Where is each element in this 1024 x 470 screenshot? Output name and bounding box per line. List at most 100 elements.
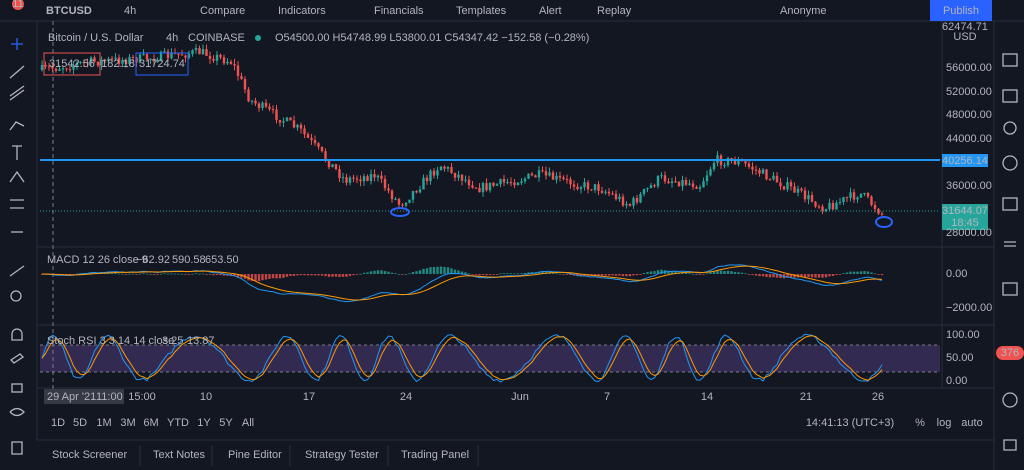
range-button[interactable]: YTD (167, 417, 189, 429)
toolbar-item[interactable]: Alert (539, 5, 562, 17)
toolbar-item[interactable]: Compare (200, 5, 245, 17)
highlight-mark[interactable] (390, 207, 410, 217)
candle-body (663, 175, 667, 182)
buy-price[interactable]: 31724.74 (139, 58, 185, 70)
right-sidebar-icons[interactable] (1002, 53, 1018, 451)
range-button[interactable]: 1M (96, 417, 111, 429)
candle-body (852, 192, 856, 200)
tab[interactable]: Trading Panel (401, 449, 469, 461)
candle-body (516, 182, 520, 186)
macd-histogram (446, 267, 450, 274)
macd-histogram (653, 271, 656, 274)
macd-histogram (646, 272, 649, 274)
candle-body (737, 159, 740, 165)
candle-body (726, 158, 730, 166)
left-tool-icons[interactable] (9, 38, 25, 455)
candle-body (355, 178, 359, 180)
macd-histogram (838, 274, 842, 275)
sell-price[interactable]: 31542.56 (49, 58, 95, 70)
candle-body (527, 173, 530, 179)
tab[interactable]: Text Notes (153, 449, 205, 461)
price-top: 62474.71 (942, 21, 988, 33)
candle-body (103, 59, 107, 62)
range-button[interactable]: 5D (73, 417, 87, 429)
macd-histogram (611, 274, 614, 276)
macd-histogram (359, 273, 362, 275)
candle-body (544, 171, 548, 176)
candle-body (394, 198, 397, 200)
macd-histogram (457, 270, 460, 274)
candle-body (562, 177, 565, 180)
macd-histogram (607, 274, 611, 276)
currency: USD (953, 31, 976, 43)
macd-histogram (803, 274, 807, 278)
macd-histogram (478, 274, 481, 276)
macd-histogram (751, 274, 754, 275)
macd-histogram (485, 274, 488, 276)
candle-body (222, 57, 226, 64)
toolbar-item[interactable]: Financials (374, 5, 424, 17)
candle-body (194, 48, 198, 51)
tab[interactable]: Stock Screener (52, 449, 128, 461)
publish-button[interactable] (930, 0, 992, 21)
macd-histogram (180, 273, 184, 275)
clock: 14:41:13 (UTC+3) (806, 417, 894, 429)
candle-body (184, 55, 187, 58)
macd-histogram (254, 274, 257, 282)
stoch-band (40, 345, 940, 372)
highlight-mark[interactable] (875, 216, 893, 228)
range-button[interactable]: All (242, 417, 254, 429)
layout-name[interactable]: Anonyme (780, 5, 826, 17)
macd-histogram (660, 269, 663, 274)
candle-body (128, 56, 131, 64)
tab[interactable]: Pine Editor (228, 449, 282, 461)
interval[interactable]: 4h (124, 5, 136, 17)
stoch-k (41, 333, 883, 383)
candle-body (838, 201, 842, 203)
scale-button[interactable]: auto (961, 417, 982, 429)
range-button[interactable]: 5Y (219, 417, 233, 429)
publish-label[interactable]: Publish (943, 5, 979, 17)
toolbar-item[interactable]: Templates (456, 5, 507, 17)
range-button[interactable]: 6M (143, 417, 158, 429)
candle-body (492, 182, 495, 186)
sell-button[interactable] (43, 52, 101, 76)
scale-button[interactable]: log (937, 417, 952, 429)
candle-body (306, 134, 310, 138)
macd-histogram (366, 272, 369, 274)
side-badge (996, 346, 1024, 360)
candle-body (691, 183, 695, 187)
range-button[interactable]: 1D (51, 417, 65, 429)
macd-histogram (170, 273, 173, 275)
macd-histogram (642, 272, 646, 274)
candle-body (681, 180, 684, 187)
time-tick-label: 10 (200, 391, 212, 403)
range-button[interactable]: 1Y (197, 417, 211, 429)
tab[interactable]: Strategy Tester (305, 449, 379, 461)
toolbar-item[interactable]: Replay (597, 5, 632, 17)
candle-body (653, 185, 656, 187)
candle-body (268, 106, 271, 110)
candle-body (625, 204, 628, 206)
candle-body (331, 164, 334, 168)
candle-body (317, 143, 320, 147)
candle-body (215, 54, 219, 61)
candle-body (201, 49, 205, 55)
macd-histogram (236, 274, 240, 278)
candle-body (709, 169, 712, 176)
macd-histogram (467, 273, 471, 275)
scale-button[interactable]: % (915, 417, 925, 429)
buy-button[interactable] (135, 52, 189, 76)
macd-histogram (303, 274, 306, 276)
candle-body (866, 193, 870, 197)
candle-body (117, 57, 121, 64)
candle-body (47, 66, 51, 68)
candle-body (649, 185, 653, 189)
stoch-d (41, 335, 883, 381)
candle-body (247, 89, 250, 102)
toolbar-item[interactable]: Indicators (278, 5, 326, 17)
time-tick-label: 7 (604, 391, 610, 403)
range-button[interactable]: 3M (120, 417, 135, 429)
candle-body (348, 177, 352, 183)
symbol[interactable]: BTCUSD (46, 5, 92, 17)
